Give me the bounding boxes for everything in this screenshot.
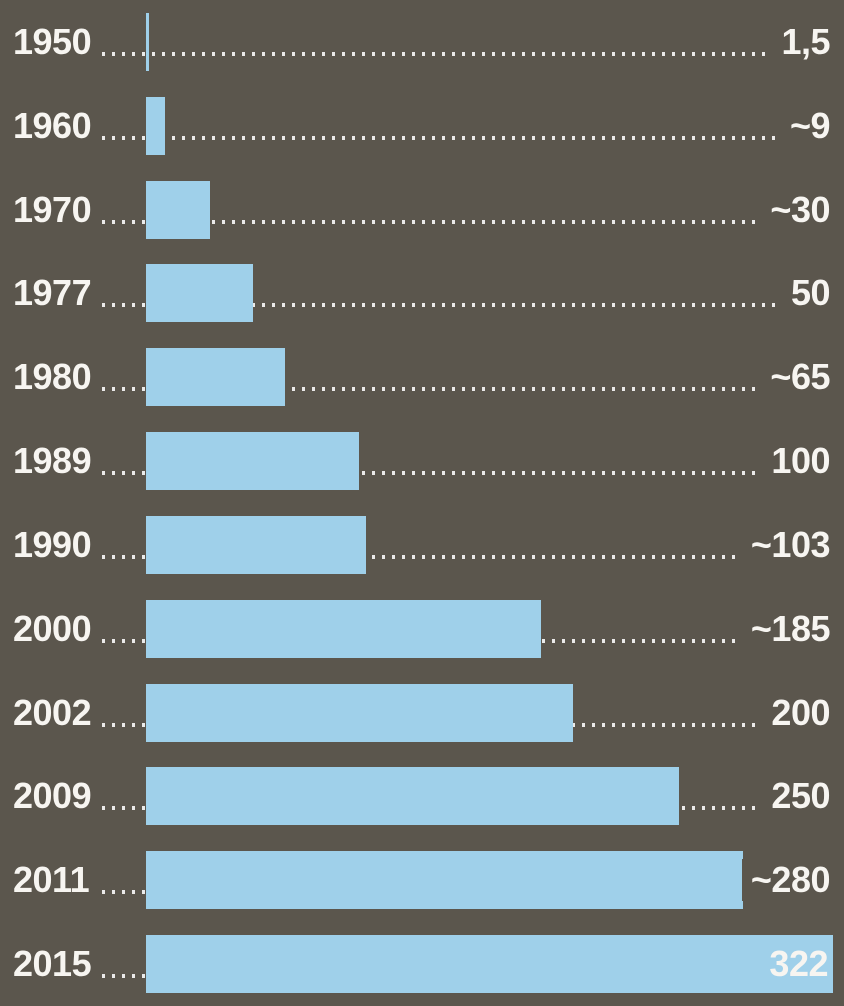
chart-row: 2009 250 bbox=[0, 755, 844, 839]
bar bbox=[146, 12, 149, 71]
chart-row: 1950 1,5 bbox=[0, 0, 844, 84]
value-label: ~65 bbox=[761, 356, 830, 399]
bar bbox=[146, 432, 359, 491]
year-label: 1950 bbox=[13, 20, 97, 63]
year-label: 1989 bbox=[13, 440, 97, 483]
year-label: 1977 bbox=[13, 272, 97, 315]
year-label: 1970 bbox=[13, 188, 97, 231]
year-label: 1960 bbox=[13, 104, 97, 147]
bar bbox=[146, 515, 366, 574]
value-label: 100 bbox=[762, 440, 830, 483]
bar bbox=[146, 683, 573, 742]
value-label: 322 bbox=[769, 943, 828, 985]
bar bbox=[146, 851, 743, 910]
year-label: 2000 bbox=[13, 607, 97, 650]
value-label: 200 bbox=[762, 691, 830, 734]
leader-dots bbox=[102, 554, 830, 559]
value-label: 250 bbox=[762, 775, 830, 818]
year-label: 2002 bbox=[13, 691, 97, 734]
leader-dots bbox=[102, 303, 830, 308]
chart-row: 1990 ~103 bbox=[0, 503, 844, 587]
year-label: 2011 bbox=[13, 859, 95, 902]
leader-dots bbox=[102, 471, 830, 476]
chart-row: 1980 ~65 bbox=[0, 335, 844, 419]
value-label: ~280 bbox=[741, 859, 831, 902]
chart-row: 2000 ~185 bbox=[0, 587, 844, 671]
bar bbox=[146, 348, 285, 407]
value-label: ~30 bbox=[761, 188, 830, 231]
year-label: 1990 bbox=[13, 523, 97, 566]
leader-dots bbox=[102, 51, 830, 56]
chart-row: 2011 ~280 bbox=[0, 838, 844, 922]
value-label: 50 bbox=[781, 272, 831, 315]
chart-row: 1989 100 bbox=[0, 419, 844, 503]
bar bbox=[146, 767, 679, 826]
bar bbox=[146, 96, 165, 155]
bar bbox=[146, 264, 253, 323]
bar bbox=[146, 180, 210, 239]
value-label: ~185 bbox=[741, 607, 831, 650]
value-label: ~9 bbox=[780, 104, 831, 147]
chart-row: 2002 200 bbox=[0, 671, 844, 755]
leader-dots bbox=[102, 387, 830, 392]
chart-row: 1960 ~9 bbox=[0, 84, 844, 168]
leader-dots bbox=[102, 135, 830, 140]
year-label: 1980 bbox=[13, 356, 97, 399]
value-label: 1,5 bbox=[772, 20, 830, 63]
bar bbox=[146, 599, 541, 658]
chart-row: 1977 50 bbox=[0, 252, 844, 336]
chart-row: 2015 322 bbox=[0, 922, 844, 1006]
leader-dots bbox=[102, 219, 830, 224]
chart-row: 1970 ~30 bbox=[0, 168, 844, 252]
value-label: ~103 bbox=[741, 523, 831, 566]
year-label: 2015 bbox=[13, 943, 97, 986]
year-label: 2009 bbox=[13, 775, 97, 818]
bar bbox=[146, 935, 833, 994]
